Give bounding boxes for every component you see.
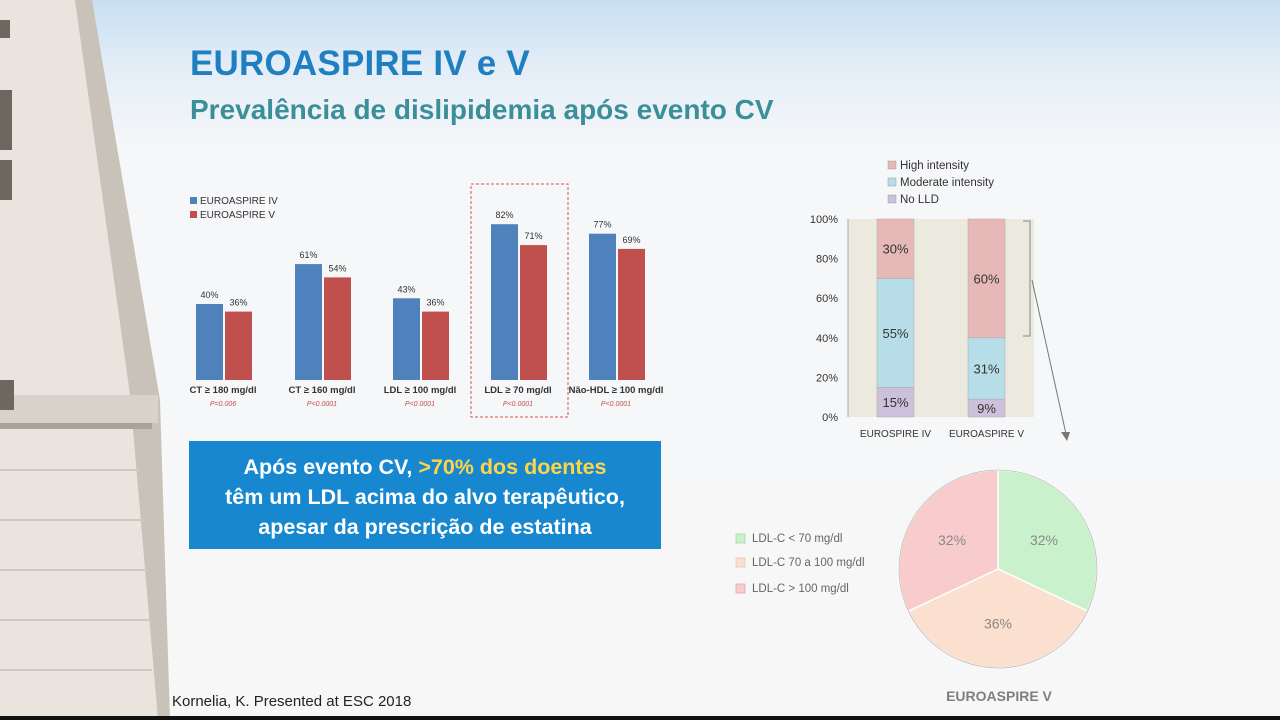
callout-line-2: têm um LDL acima do alvo terapêutico, <box>225 485 625 509</box>
slide-subtitle: Prevalência de dislipidemia após evento … <box>190 94 774 125</box>
callout-highlight: >70% dos doentes <box>418 455 607 479</box>
callout-line-3: apesar da prescrição de estatina <box>258 515 592 539</box>
bottom-border <box>0 716 1280 720</box>
callout-box: Após evento CV, >70% dos doentes têm um … <box>189 441 661 549</box>
citation: Kornelia, K. Presented at ESC 2018 <box>172 693 412 710</box>
building-photo <box>0 0 170 720</box>
slide-title: EUROASPIRE IV e V <box>190 44 530 83</box>
callout-prefix: Após evento CV, <box>243 455 419 479</box>
callout-line-1: Após evento CV, >70% dos doentes <box>189 452 661 482</box>
